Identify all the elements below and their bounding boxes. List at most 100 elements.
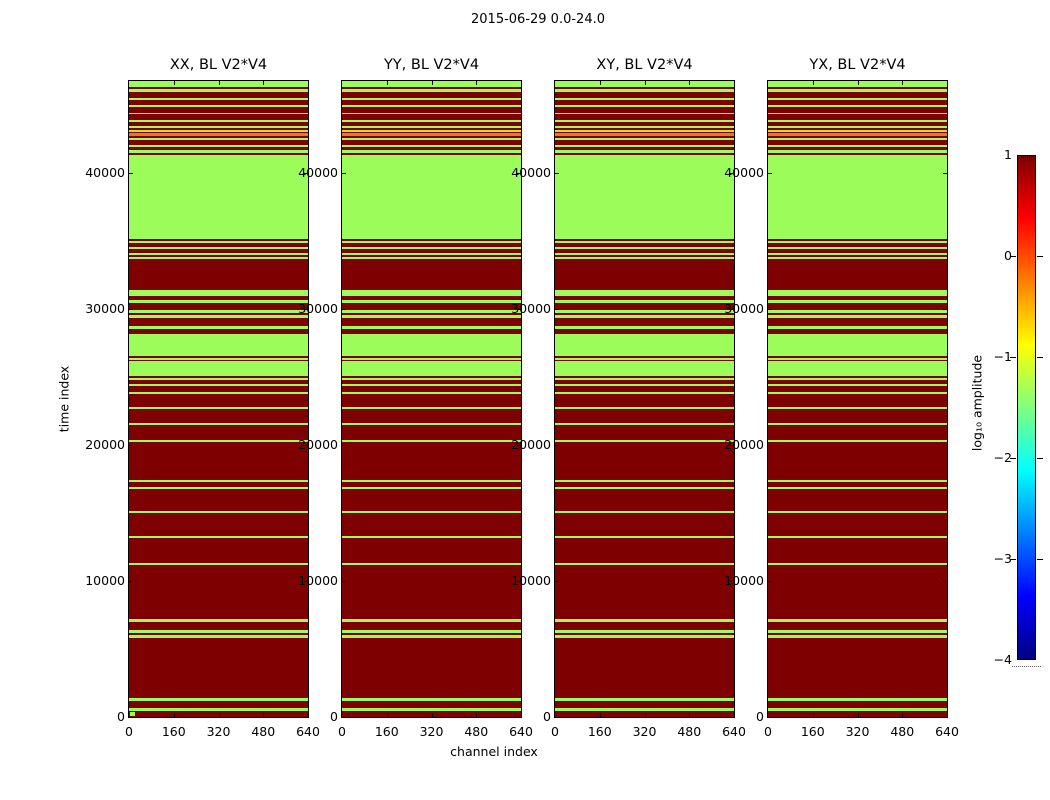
colorbar-hatch-mark <box>1033 156 1034 161</box>
heatmap-stripe <box>342 619 521 622</box>
heatmap-stripe <box>555 481 734 487</box>
heatmap-stripe <box>555 133 734 137</box>
colorbar-hatch-mark <box>1023 156 1024 161</box>
heatmap-stripe <box>768 112 947 115</box>
heatmap-stripe <box>555 441 734 480</box>
x-tick-label: 160 <box>374 724 399 739</box>
heatmap-stripe <box>129 296 308 300</box>
heatmap-stripe <box>768 535 947 538</box>
colorbar-tick-label: −4 <box>993 652 1012 667</box>
heatmap-stripe <box>555 121 734 127</box>
y-tick-label: 10000 <box>298 573 338 589</box>
heatmap-stripe <box>129 486 308 489</box>
heatmap-stripe <box>342 92 521 98</box>
heatmap-stripe <box>129 259 308 291</box>
heatmap-stripe <box>129 136 308 139</box>
heatmap-stripe <box>555 140 734 146</box>
heatmap-stripe <box>555 112 734 115</box>
y-tick-mark <box>730 581 734 583</box>
heatmap-stripe <box>555 510 734 513</box>
heatmap-stripe <box>555 105 734 108</box>
x-tick-mark <box>644 81 646 85</box>
y-tick-mark <box>517 581 521 583</box>
y-tick-mark <box>304 309 308 311</box>
heatmap-stripe <box>342 150 521 153</box>
heatmap-stripe <box>555 329 734 334</box>
heatmap-stripe <box>342 140 521 146</box>
heatmap-stripe <box>555 535 734 538</box>
x-tick-mark <box>644 713 646 717</box>
heatmap-stripe <box>129 140 308 146</box>
heatmap-stripe <box>129 380 308 385</box>
heatmap-stripe <box>768 128 947 131</box>
y-tick-label: 30000 <box>724 301 764 317</box>
heatmap-stripe <box>555 114 734 121</box>
heatmap-stripe <box>342 512 521 536</box>
heatmap-stripe <box>342 107 521 113</box>
y-tick-label: 20000 <box>511 437 551 453</box>
x-tick-label: 480 <box>464 724 489 739</box>
heatmap-stripe <box>555 394 734 407</box>
heatmap-stripe <box>768 299 947 304</box>
heatmap-stripe <box>342 154 521 158</box>
heatmap-stripe <box>129 510 308 513</box>
heatmap-stripe <box>768 708 947 711</box>
heatmap-stripe <box>342 114 521 121</box>
heatmap-stripe <box>555 131 734 134</box>
heatmap-stripe <box>342 128 521 131</box>
y-tick-mark <box>342 309 346 311</box>
x-tick-mark <box>263 713 265 717</box>
heatmap-stripe <box>555 361 734 377</box>
heatmap-stripe <box>342 510 521 513</box>
heatmap-stripe <box>129 488 308 511</box>
heatmap-stripe <box>555 158 734 239</box>
heatmap-stripe <box>555 247 734 250</box>
heatmap-stripe <box>768 635 947 638</box>
y-tick-mark <box>943 581 947 583</box>
heatmap-stripe <box>342 136 521 139</box>
heatmap-stripe <box>129 243 308 248</box>
heatmap-stripe <box>555 386 734 393</box>
heatmap-stripe <box>342 255 521 258</box>
heatmap-stripe <box>768 130 947 132</box>
y-tick-mark <box>304 581 308 583</box>
heatmap-stripe <box>129 255 308 258</box>
heatmap-stripe <box>129 133 308 137</box>
heatmap-stripe <box>129 253 308 256</box>
x-tick-mark <box>263 81 265 85</box>
heatmap-stripe <box>768 290 947 297</box>
colorbar-tick-label: −1 <box>993 349 1012 364</box>
colorbar-tick-mark <box>1037 256 1043 257</box>
y-tick-label: 30000 <box>511 301 551 317</box>
heatmap-stripe <box>129 315 308 318</box>
heatmap-stripe <box>768 698 947 701</box>
x-tick-mark <box>812 713 814 717</box>
y-tick-label: 0 <box>330 709 338 724</box>
heatmap-stripe <box>342 562 521 566</box>
colorbar-tick-mark <box>1010 357 1016 358</box>
colorbar-hatch-mark <box>1029 156 1030 161</box>
heatmap-stripe <box>342 152 521 155</box>
y-tick-label: 0 <box>117 709 125 724</box>
heatmap-stripe <box>342 133 521 137</box>
x-tick-mark <box>857 713 859 717</box>
heatmap-stripe <box>768 157 947 159</box>
heatmap-stripe <box>555 136 734 139</box>
heatmap-stripe <box>129 107 308 113</box>
x-tick-mark <box>386 81 388 85</box>
heatmap-stripe <box>555 408 734 424</box>
heatmap-stripe <box>555 299 734 304</box>
colorbar-tick-mark <box>1010 256 1016 257</box>
panel-xy-plot <box>554 80 735 718</box>
heatmap-stripe <box>555 120 734 122</box>
heatmap-stripe <box>342 86 521 89</box>
colorbar-tick-label: −2 <box>993 450 1012 465</box>
heatmap-stripe <box>768 621 947 631</box>
heatmap-stripe <box>768 303 947 310</box>
y-tick-mark <box>517 173 521 175</box>
heatmap-stripe <box>768 333 947 357</box>
heatmap-stripe <box>555 708 734 711</box>
heatmap-stripe <box>342 112 521 115</box>
heatmap-stripe <box>768 326 947 330</box>
x-tick-label: 160 <box>587 724 612 739</box>
